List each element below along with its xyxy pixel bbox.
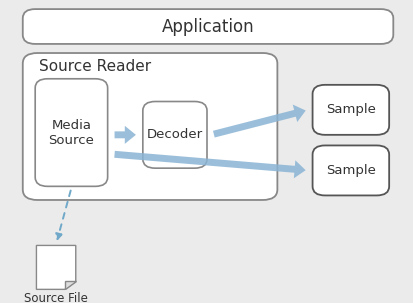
FancyBboxPatch shape (35, 79, 107, 186)
Text: Application: Application (161, 18, 254, 35)
FancyArrowPatch shape (114, 151, 305, 178)
FancyBboxPatch shape (142, 102, 206, 168)
Text: Media
Source: Media Source (48, 118, 94, 147)
Text: Source Reader: Source Reader (39, 59, 151, 74)
Text: Sample: Sample (325, 103, 375, 116)
Text: Sample: Sample (325, 164, 375, 177)
FancyBboxPatch shape (23, 9, 392, 44)
FancyArrowPatch shape (114, 126, 135, 144)
Polygon shape (64, 281, 76, 289)
Text: Source File: Source File (24, 292, 88, 303)
FancyBboxPatch shape (312, 85, 388, 135)
Text: Decoder: Decoder (147, 128, 202, 141)
FancyArrowPatch shape (212, 105, 305, 138)
Polygon shape (36, 245, 76, 289)
FancyBboxPatch shape (312, 145, 388, 195)
FancyBboxPatch shape (23, 53, 277, 200)
